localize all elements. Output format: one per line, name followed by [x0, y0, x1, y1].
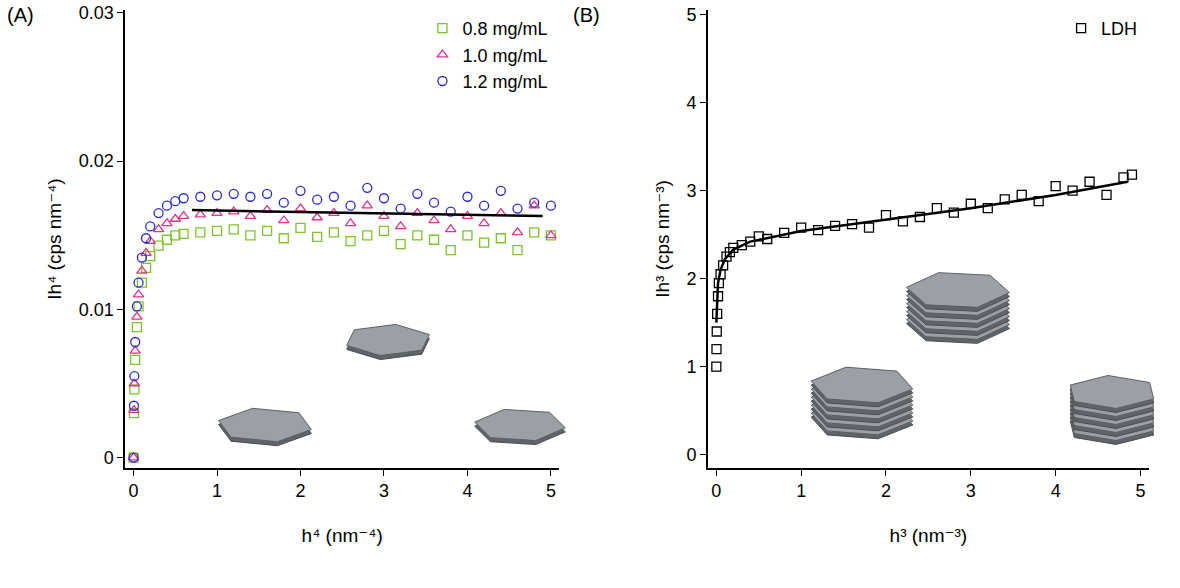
svg-text:3: 3	[686, 181, 696, 201]
svg-text:LDH: LDH	[1101, 19, 1137, 39]
svg-text:3: 3	[379, 481, 389, 501]
svg-text:2: 2	[881, 481, 891, 501]
svg-text:4: 4	[1051, 481, 1061, 501]
svg-text:0.01: 0.01	[79, 300, 114, 320]
svg-text:1: 1	[212, 481, 222, 501]
svg-text:5: 5	[686, 5, 696, 25]
svg-text:1: 1	[796, 481, 806, 501]
svg-text:Ih⁴ (cps nm⁻⁴): Ih⁴ (cps nm⁻⁴)	[44, 178, 65, 299]
svg-text:1.2 mg/mL: 1.2 mg/mL	[462, 72, 547, 92]
svg-text:1: 1	[686, 357, 696, 377]
svg-text:0.8 mg/mL: 0.8 mg/mL	[462, 19, 547, 39]
svg-text:0.02: 0.02	[79, 151, 114, 171]
svg-text:0.03: 0.03	[79, 3, 114, 23]
svg-text:1.0 mg/mL: 1.0 mg/mL	[462, 46, 547, 66]
svg-text:Ih³ (cps nm⁻³): Ih³ (cps nm⁻³)	[652, 180, 673, 298]
svg-text:5: 5	[546, 481, 556, 501]
svg-text:(A): (A)	[7, 4, 34, 26]
svg-text:3: 3	[966, 481, 976, 501]
svg-text:4: 4	[686, 93, 696, 113]
svg-text:h³ (nm⁻³): h³ (nm⁻³)	[890, 525, 968, 546]
svg-text:4: 4	[462, 481, 472, 501]
svg-text:(B): (B)	[573, 4, 600, 26]
svg-text:0: 0	[104, 448, 114, 468]
svg-text:h⁴ (nm⁻⁴): h⁴ (nm⁻⁴)	[302, 525, 383, 546]
svg-text:0: 0	[129, 481, 139, 501]
svg-text:5: 5	[1135, 481, 1145, 501]
svg-text:2: 2	[686, 269, 696, 289]
svg-text:0: 0	[711, 481, 721, 501]
svg-text:0: 0	[686, 445, 696, 465]
svg-text:2: 2	[295, 481, 305, 501]
